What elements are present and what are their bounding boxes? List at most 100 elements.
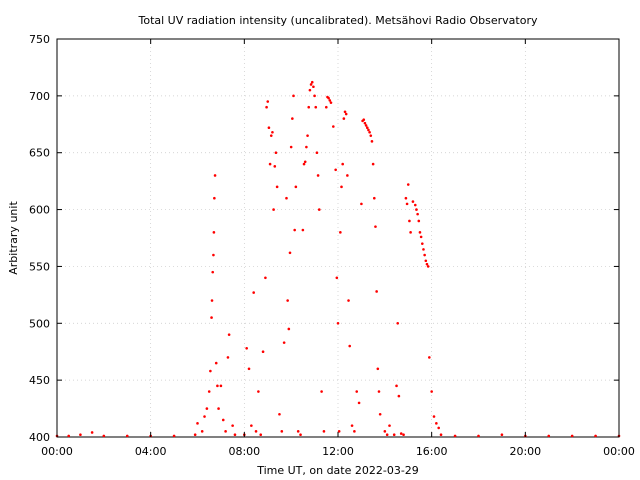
data-point: [125, 434, 129, 438]
data-point: [264, 276, 267, 280]
data-point: [211, 270, 215, 274]
data-point: [425, 262, 429, 266]
data-point: [371, 162, 375, 166]
data-point: [413, 203, 417, 207]
data-point: [257, 390, 260, 393]
y-tick-label: 600: [29, 204, 50, 217]
y-tick-label: 500: [29, 317, 50, 330]
data-point: [275, 185, 279, 189]
data-point: [339, 231, 342, 234]
data-point: [355, 390, 359, 393]
x-tick-label: 00:00: [41, 445, 73, 458]
data-point: [210, 299, 214, 302]
data-point: [307, 105, 311, 109]
data-point: [303, 160, 307, 164]
data-point: [274, 151, 278, 155]
data-point: [405, 202, 409, 206]
data-point: [305, 145, 308, 149]
data-point: [364, 124, 368, 127]
data-point: [221, 418, 225, 422]
data-point: [292, 94, 295, 98]
data-point: [406, 183, 410, 186]
data-points: [55, 80, 621, 438]
data-point: [342, 117, 346, 120]
data-point: [301, 228, 305, 232]
data-point: [245, 347, 248, 350]
x-tick-label: 16:00: [416, 445, 448, 458]
data-point: [285, 196, 288, 200]
data-point: [329, 101, 333, 104]
x-axis-label: Time UT, on date 2022-03-29: [256, 464, 419, 477]
data-point: [327, 96, 330, 100]
data-point: [395, 384, 398, 388]
data-point: [266, 100, 270, 103]
data-point: [337, 430, 341, 433]
data-point: [353, 430, 356, 433]
data-point: [314, 105, 318, 109]
data-point: [348, 344, 352, 348]
data-point: [287, 327, 291, 331]
data-point: [397, 394, 401, 398]
data-point: [378, 412, 382, 416]
data-point: [224, 430, 227, 433]
data-point: [416, 212, 419, 216]
y-tick-label: 550: [29, 260, 50, 273]
data-point: [306, 134, 309, 137]
x-tick-label: 04:00: [135, 445, 167, 458]
data-point: [346, 174, 349, 177]
data-point: [200, 430, 204, 433]
data-point: [216, 384, 219, 388]
data-point: [422, 248, 425, 251]
data-point: [340, 185, 343, 189]
data-point: [172, 434, 176, 438]
data-point: [286, 299, 289, 302]
data-point: [363, 121, 367, 125]
data-point: [570, 434, 574, 438]
data-point: [233, 433, 237, 437]
grid-lines: [57, 39, 619, 437]
data-point: [252, 291, 255, 294]
x-tick-label: 12:00: [322, 445, 354, 458]
data-point: [324, 105, 328, 109]
data-point: [439, 433, 443, 437]
data-point: [418, 231, 422, 234]
data-point: [424, 259, 428, 263]
data-point: [399, 432, 403, 435]
data-point: [408, 219, 411, 223]
data-point: [272, 208, 275, 211]
data-point: [259, 433, 263, 437]
data-point: [368, 130, 371, 134]
data-point: [293, 228, 296, 232]
data-point: [375, 290, 378, 293]
data-point: [409, 231, 412, 234]
data-point: [247, 367, 251, 371]
data-point: [344, 112, 348, 116]
data-point: [374, 225, 377, 228]
data-point: [316, 174, 320, 177]
data-point: [79, 433, 82, 437]
data-point: [322, 430, 326, 433]
x-tick-label: 08:00: [228, 445, 260, 458]
data-point: [383, 430, 387, 433]
data-point: [365, 126, 369, 129]
data-point: [205, 407, 209, 410]
data-point: [336, 321, 340, 325]
y-tick-label: 700: [29, 90, 50, 103]
data-point: [370, 140, 374, 143]
data-point: [341, 162, 344, 166]
data-point: [102, 434, 106, 438]
data-point: [377, 390, 381, 393]
data-point: [265, 105, 268, 109]
data-point: [302, 162, 306, 166]
data-point: [357, 401, 361, 405]
data-point: [417, 219, 421, 223]
data-point: [217, 407, 220, 410]
data-point: [288, 251, 292, 255]
data-point: [376, 367, 380, 371]
data-point: [547, 434, 551, 438]
data-point: [367, 128, 370, 132]
data-point: [227, 333, 231, 336]
data-point: [289, 145, 293, 149]
data-point: [362, 118, 366, 122]
data-point: [250, 424, 253, 427]
